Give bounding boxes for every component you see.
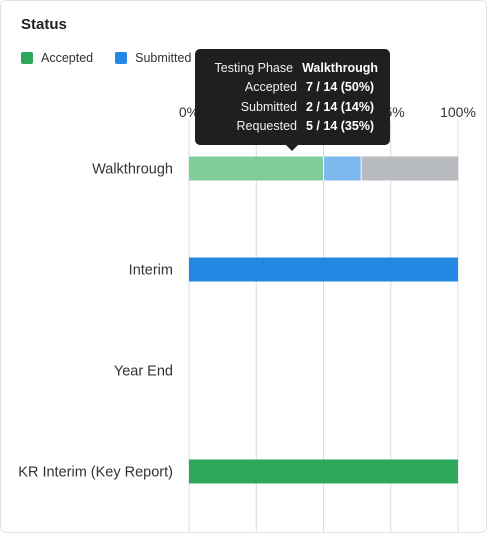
tooltip-key: Accepted bbox=[244, 80, 297, 95]
tooltip-row-submitted: Submitted 2 / 14 (14%) bbox=[207, 97, 378, 117]
bar-segment-submitted bbox=[323, 156, 362, 181]
category-label: Interim bbox=[129, 263, 173, 279]
legend-item-submitted[interactable]: Submitted bbox=[115, 51, 191, 65]
chart-tooltip: Testing Phase Walkthrough Accepted 7 / 1… bbox=[195, 49, 390, 145]
tooltip-value: 2 / 14 (14%) bbox=[306, 99, 375, 114]
legend-label-submitted: Submitted bbox=[135, 51, 192, 65]
legend-label-accepted: Accepted bbox=[41, 51, 94, 65]
bar-segment-submitted bbox=[189, 257, 458, 282]
legend-item-accepted[interactable]: Accepted bbox=[21, 51, 93, 65]
tooltip-value: 5 / 14 (35%) bbox=[306, 119, 375, 134]
legend-swatch-accepted bbox=[21, 52, 33, 64]
tooltip-arrow bbox=[285, 144, 299, 151]
legend-swatch-submitted bbox=[115, 52, 128, 64]
tooltip-header-value: Walkthrough bbox=[302, 60, 378, 75]
x-tick-label: 100% bbox=[440, 104, 476, 120]
tooltip-header-row: Testing Phase Walkthrough bbox=[207, 58, 378, 78]
tooltip-value: 7 / 14 (50%) bbox=[306, 80, 375, 95]
bar-segment-accepted bbox=[189, 156, 324, 181]
tooltip-row-requested: Requested 5 / 14 (35%) bbox=[207, 117, 378, 137]
tooltip-header-key: Testing Phase bbox=[214, 60, 294, 75]
tooltip-key: Requested bbox=[236, 119, 297, 134]
card-title: Status bbox=[21, 16, 67, 33]
bar-segment-accepted bbox=[189, 459, 458, 484]
x-tick-label: 0% bbox=[179, 104, 199, 120]
tooltip-row-accepted: Accepted 7 / 14 (50%) bbox=[207, 78, 378, 98]
category-label: Walkthrough bbox=[92, 162, 173, 178]
tooltip-key: Submitted bbox=[240, 99, 297, 114]
category-label: KR Interim (Key Report) bbox=[18, 465, 173, 481]
chart-legend: Accepted Submitted bbox=[21, 51, 191, 65]
bar-segment-requested bbox=[361, 156, 458, 181]
category-label: Year End bbox=[114, 364, 173, 380]
